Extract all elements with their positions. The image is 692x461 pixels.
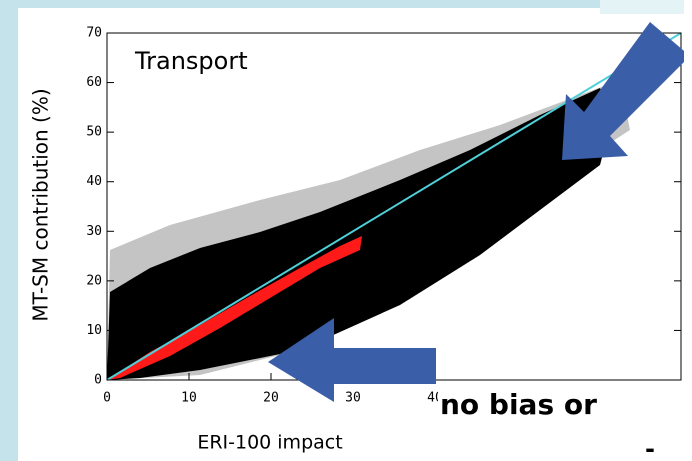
y-tick-label: 0 xyxy=(94,373,102,388)
x-tick-label: 0 xyxy=(103,391,111,406)
y-axis-label: MT-SM contribution (%) xyxy=(29,88,53,321)
arrow xyxy=(562,22,690,160)
y-tick-label: 20 xyxy=(86,273,102,288)
annotation: - xyxy=(645,435,655,461)
scatter-cloud-red xyxy=(107,236,362,380)
annotation: Transport xyxy=(134,47,248,75)
y-tick-label: 50 xyxy=(86,125,102,140)
panel-corner xyxy=(600,0,692,14)
y-tick-label: 10 xyxy=(86,323,102,338)
reference-line xyxy=(106,32,682,381)
arrow xyxy=(268,318,436,402)
x-tick-label: 30 xyxy=(345,391,361,406)
y-tick-label: 30 xyxy=(86,224,102,239)
y-tick-label: 60 xyxy=(86,75,102,90)
y-tick-label: 40 xyxy=(86,174,102,189)
x-axis-label: ERI-100 impact xyxy=(197,432,342,454)
overlay: no bias or - xyxy=(268,0,692,461)
plot-area xyxy=(106,32,682,381)
x-tick-label: 20 xyxy=(263,391,279,406)
y-tick-label: 70 xyxy=(86,26,102,41)
annotation: no bias or xyxy=(440,388,597,421)
text-box xyxy=(438,385,692,461)
x-tick-label: 10 xyxy=(181,391,197,406)
text-box xyxy=(684,0,692,461)
